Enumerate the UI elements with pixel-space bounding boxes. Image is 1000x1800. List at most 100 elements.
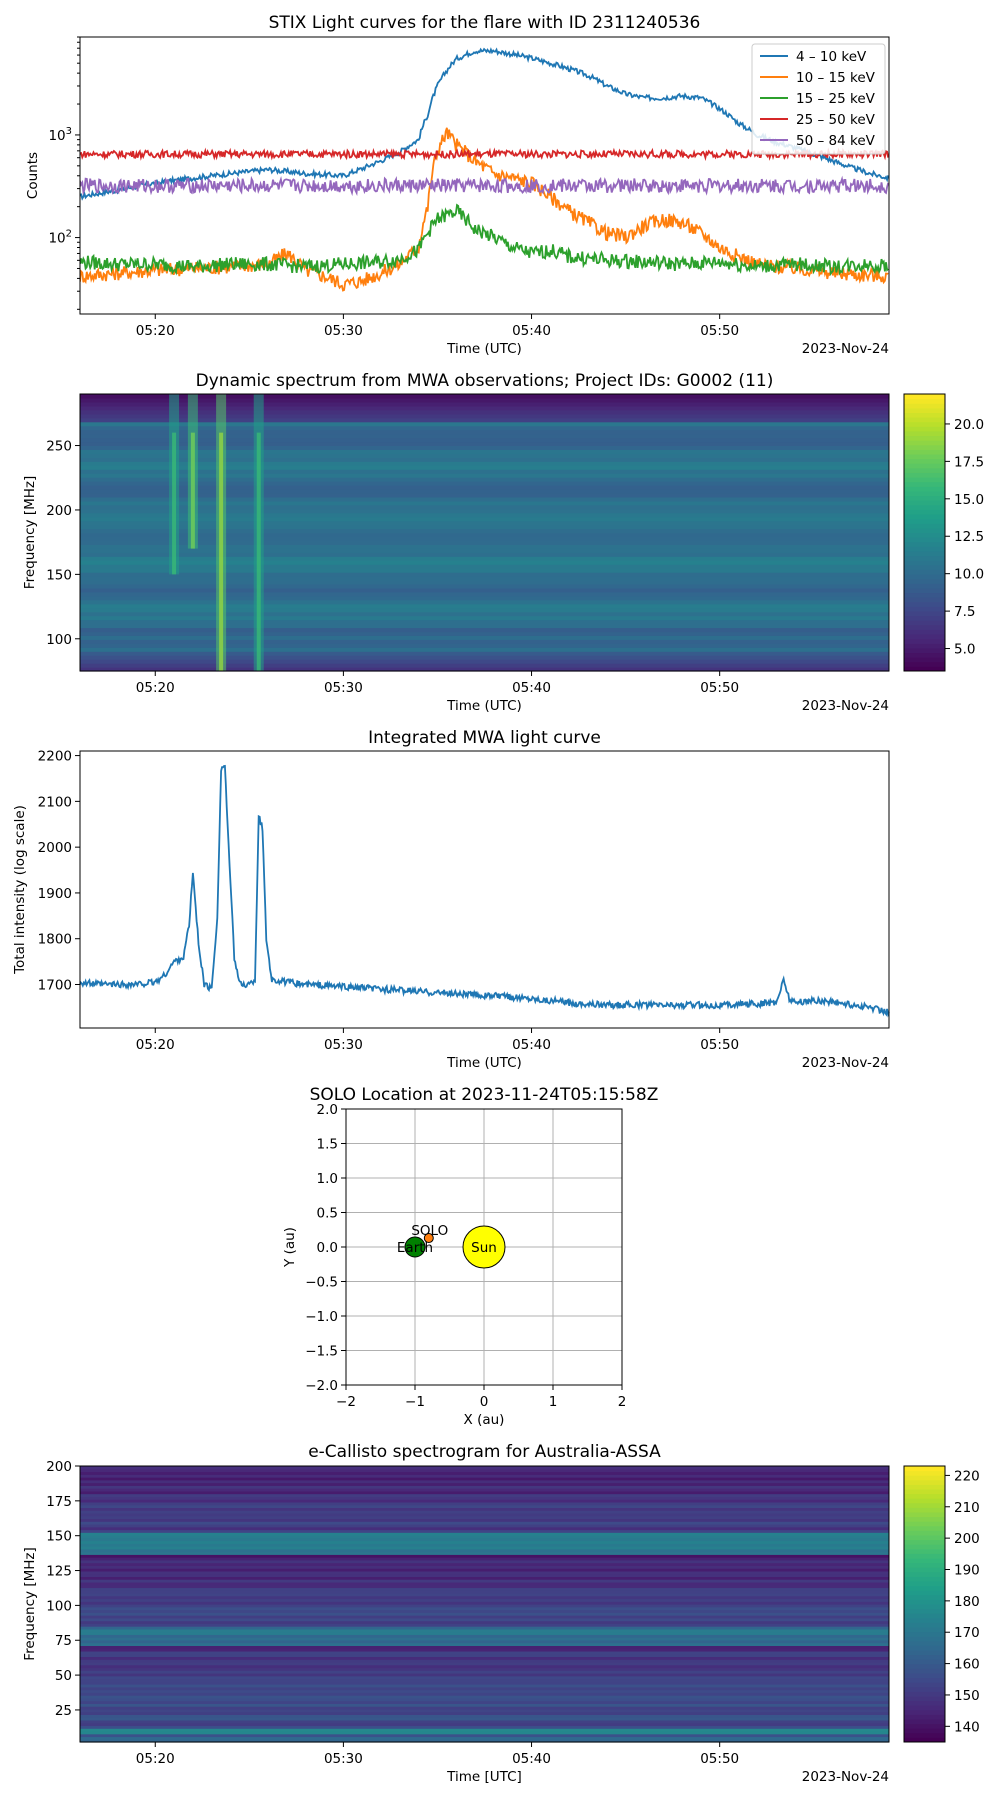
- spectrum-row: [80, 1592, 889, 1597]
- ecallisto-spectrogram-chart: e-Callisto spectrogram for Australia-ASS…: [22, 1442, 980, 1785]
- colorbar-segment: [904, 1617, 945, 1623]
- x-axis-label: Time (UTC): [446, 1055, 522, 1071]
- x-tick-label: 05:20: [136, 1751, 175, 1767]
- colorbar-segment: [904, 1728, 945, 1734]
- spectrum-row: [80, 552, 889, 557]
- solo-location-chart: SOLO Location at 2023-11-24T05:15:58Z−2−…: [282, 1085, 658, 1428]
- spectrum-row: [80, 1507, 889, 1511]
- colorbar-segment: [904, 1539, 945, 1545]
- spectrum-row: [80, 1626, 889, 1630]
- colorbar-segment: [904, 1691, 945, 1697]
- spectrum-row: [80, 1673, 889, 1677]
- spectrum-row: [80, 536, 889, 542]
- chart-title: e-Callisto spectrogram for Australia-ASS…: [308, 1442, 661, 1462]
- colorbar-segment: [904, 500, 945, 506]
- spectrum-row: [80, 576, 889, 581]
- colorbar-segment: [904, 1622, 945, 1628]
- legend-label: 50 – 84 keV: [796, 133, 876, 149]
- colorbar-segment: [904, 1654, 945, 1660]
- spectrum-row: [80, 540, 889, 545]
- spectrum-row: [80, 631, 889, 636]
- y-tick-label: 250: [46, 439, 72, 455]
- date-label: 2023-Nov-24: [802, 341, 889, 357]
- spectrum-row: [80, 1692, 889, 1696]
- date-label: 2023-Nov-24: [802, 1769, 889, 1785]
- spectrum-row: [80, 544, 889, 549]
- plot-frame: [79, 1465, 890, 1743]
- colorbar-tick-label: 140: [954, 1719, 980, 1735]
- spectrum-row: [80, 568, 889, 573]
- spectrum-row: [80, 405, 889, 411]
- y-tick-label: −0.5: [305, 1275, 338, 1291]
- colorbar-segment: [904, 1645, 945, 1651]
- colorbar-segment: [904, 1631, 945, 1637]
- burst-core: [256, 432, 261, 671]
- spectrum-row: [80, 433, 889, 439]
- mwa-integrated-lightcurve-chart: Integrated MWA light curve 1700 1800 1900 20…: [12, 728, 890, 1071]
- x-tick-label: 2: [618, 1394, 627, 1410]
- y-tick-label: 75: [55, 1633, 72, 1649]
- colorbar-segment: [904, 592, 945, 598]
- date-label: 2023-Nov-24: [802, 1055, 889, 1071]
- colorbar-segment: [904, 435, 945, 441]
- x-axis-label: Time [UTC]: [446, 1769, 522, 1785]
- colorbar-segment: [904, 634, 945, 640]
- spectrum-row: [80, 1490, 889, 1495]
- colorbar-segment: [904, 1590, 945, 1596]
- spectrum-row: [80, 1546, 889, 1550]
- spectrum-row: [80, 1706, 889, 1710]
- spectrum-row: [80, 1504, 889, 1508]
- colorbar-segment: [904, 541, 945, 547]
- spectrum-row: [80, 1568, 889, 1572]
- y-tick-label: 200: [46, 1459, 72, 1475]
- spectrum-row: [80, 1529, 889, 1533]
- spectrum-row: [80, 453, 889, 458]
- x-tick-label: 05:30: [324, 1037, 363, 1053]
- colorbar-segment: [904, 1502, 945, 1508]
- colorbar-segment: [904, 426, 945, 432]
- colorbar-segment: [904, 1705, 945, 1711]
- colorbar-segment: [904, 546, 945, 552]
- colorbar-segment: [904, 583, 945, 589]
- spectrum-row: [80, 564, 889, 569]
- spectrum-row: [80, 520, 889, 526]
- spectrum-row: [80, 532, 889, 538]
- y-tick-label: −1.0: [305, 1309, 338, 1325]
- colorbar-segment: [904, 574, 945, 580]
- colorbar-segment: [904, 495, 945, 501]
- colorbar-segment: [904, 1594, 945, 1600]
- spectrum-row: [80, 639, 889, 644]
- y-tick-label: −2.0: [305, 1378, 338, 1394]
- chart-title: SOLO Location at 2023-11-24T05:15:58Z: [310, 1085, 659, 1105]
- colorbar-segment: [904, 1686, 945, 1692]
- spectrum-row: [80, 1543, 889, 1547]
- spectrum-row: [80, 607, 889, 613]
- spectrum-row: [80, 1557, 889, 1561]
- spectrum-row: [80, 481, 889, 486]
- colorbar-frame: [903, 1465, 946, 1743]
- x-tick-label: 05:30: [324, 323, 363, 339]
- spectrum-row: [80, 1609, 889, 1613]
- point-earth: [404, 1236, 426, 1258]
- spectrum-row: [80, 508, 889, 514]
- x-tick-label: 05:20: [136, 1037, 175, 1053]
- spectrum-row: [80, 1725, 889, 1729]
- spectrum-row: [80, 413, 889, 419]
- y-tick-label: 125: [46, 1564, 72, 1580]
- x-tick-label: 05:50: [700, 1037, 739, 1053]
- spectrum-row: [80, 1670, 889, 1674]
- point-label: Earth: [397, 1240, 433, 1256]
- spectrum-row: [80, 1468, 889, 1473]
- colorbar-segment: [904, 1548, 945, 1554]
- y-tick-label: 1900: [38, 886, 72, 902]
- colorbar-tick-label: 15.0: [954, 492, 984, 508]
- colorbar-tick-label: 150: [954, 1688, 980, 1704]
- spectrum-row: [80, 1512, 889, 1517]
- spectrum-row: [80, 1606, 889, 1611]
- spectrum-row: [80, 401, 889, 407]
- y-tick-label: 2.0: [317, 1102, 338, 1118]
- spectrum-row: [80, 647, 889, 652]
- y-tick-label: 1.5: [317, 1137, 338, 1153]
- colorbar-segment: [904, 661, 945, 667]
